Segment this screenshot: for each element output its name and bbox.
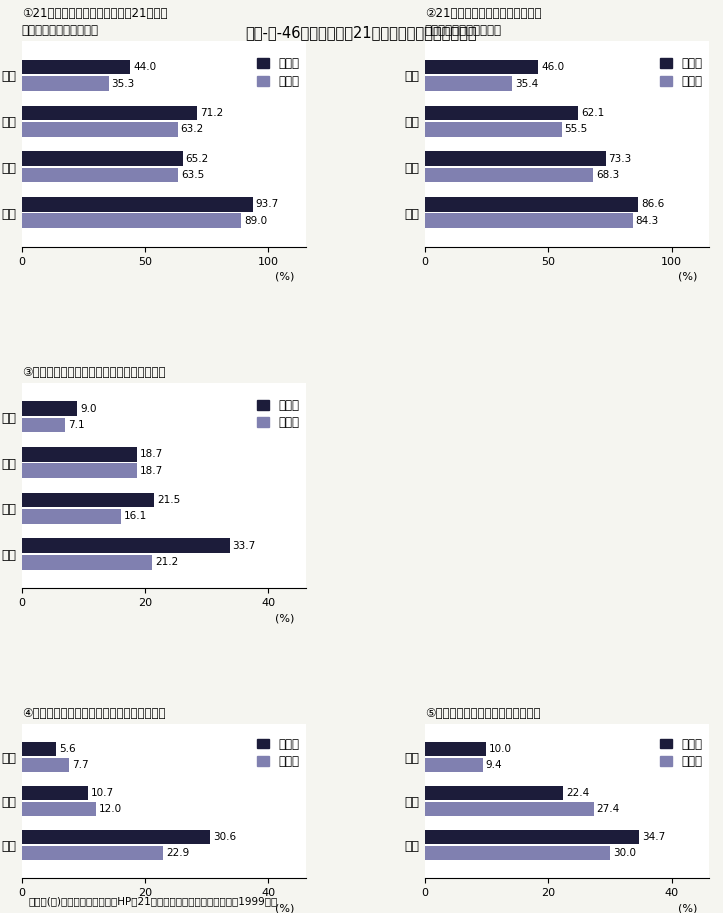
- Bar: [424, 846, 609, 860]
- Bar: [22, 802, 95, 816]
- Text: (%): (%): [275, 903, 295, 913]
- Text: (%): (%): [678, 272, 698, 282]
- Text: 18.7: 18.7: [140, 466, 163, 476]
- Text: 22.9: 22.9: [166, 848, 189, 858]
- Text: 30.0: 30.0: [612, 848, 636, 858]
- Text: 71.2: 71.2: [200, 108, 223, 118]
- Bar: [22, 493, 154, 508]
- Bar: [22, 77, 108, 91]
- Text: 93.7: 93.7: [256, 199, 279, 209]
- Bar: [22, 106, 197, 121]
- Legend: 中学生, 高校生: 中学生, 高校生: [660, 58, 703, 88]
- Bar: [22, 555, 153, 570]
- Text: (%): (%): [275, 272, 295, 282]
- Text: 63.5: 63.5: [181, 170, 205, 180]
- Text: ③人生目標　科学の分野で新しい発見をする: ③人生目標 科学の分野で新しい発見をする: [22, 365, 165, 379]
- Text: 63.2: 63.2: [181, 124, 204, 134]
- Bar: [424, 742, 487, 756]
- Bar: [22, 758, 69, 772]
- Legend: 中学生, 高校生: 中学生, 高校生: [257, 58, 299, 88]
- Text: 30.6: 30.6: [213, 833, 236, 843]
- Text: 7.7: 7.7: [72, 760, 89, 770]
- Bar: [22, 509, 121, 524]
- Bar: [424, 106, 578, 121]
- Text: ⑤将来就きたい職業　先端的技術者: ⑤将来就きたい職業 先端的技術者: [424, 707, 540, 720]
- Bar: [22, 214, 241, 228]
- Text: 21.2: 21.2: [155, 557, 179, 567]
- Bar: [22, 402, 77, 416]
- Text: 86.6: 86.6: [641, 199, 664, 209]
- Text: 9.4: 9.4: [486, 760, 502, 770]
- Legend: 中学生, 高校生: 中学生, 高校生: [660, 738, 703, 769]
- Text: 73.3: 73.3: [609, 153, 632, 163]
- Bar: [424, 168, 594, 183]
- Bar: [424, 214, 633, 228]
- Text: ①21世紀の社会　人類にとって21世紀は
　希望のある社会になる: ①21世紀の社会 人類にとって21世紀は 希望のある社会になる: [22, 7, 167, 37]
- Text: 9.0: 9.0: [80, 404, 97, 414]
- Bar: [424, 152, 606, 166]
- Text: 7.1: 7.1: [69, 420, 85, 430]
- Bar: [22, 539, 230, 553]
- Bar: [22, 786, 87, 801]
- Text: 27.4: 27.4: [596, 804, 620, 814]
- Text: 16.1: 16.1: [124, 511, 147, 521]
- Bar: [22, 418, 66, 433]
- Text: 68.3: 68.3: [596, 170, 620, 180]
- Bar: [424, 77, 512, 91]
- Text: 22.4: 22.4: [566, 788, 589, 798]
- Text: 第１-２-46図　中高生の21世紀の夢に関する国際比較: 第１-２-46図 中高生の21世紀の夢に関する国際比較: [246, 26, 477, 40]
- Bar: [22, 152, 183, 166]
- Bar: [424, 60, 538, 75]
- Text: ②21世紀の社会　科学の進歩で、
　人間はより幸福になる: ②21世紀の社会 科学の進歩で、 人間はより幸福になる: [424, 7, 542, 37]
- Text: 12.0: 12.0: [98, 804, 121, 814]
- Bar: [424, 122, 562, 137]
- Bar: [22, 168, 179, 183]
- Bar: [22, 447, 137, 462]
- Text: (%): (%): [275, 614, 295, 624]
- Text: 55.5: 55.5: [565, 124, 588, 134]
- Text: 10.0: 10.0: [489, 744, 513, 754]
- Text: 34.7: 34.7: [641, 833, 665, 843]
- Text: 18.7: 18.7: [140, 449, 163, 459]
- Bar: [22, 197, 253, 212]
- Text: 84.3: 84.3: [636, 215, 659, 226]
- Bar: [22, 464, 137, 478]
- Bar: [424, 802, 594, 816]
- Bar: [22, 122, 178, 137]
- Bar: [22, 830, 210, 845]
- Legend: 中学生, 高校生: 中学生, 高校生: [257, 399, 299, 429]
- Text: 21.5: 21.5: [157, 495, 181, 505]
- Bar: [424, 830, 639, 845]
- Text: 35.3: 35.3: [111, 79, 135, 89]
- Text: 資料：(財)日本青少年研究所　HP「21世紀の夢に関する調査報告書（1999）」: 資料：(財)日本青少年研究所 HP「21世紀の夢に関する調査報告書（1999）」: [29, 896, 278, 906]
- Bar: [22, 60, 130, 75]
- Text: 10.7: 10.7: [90, 788, 114, 798]
- Text: 5.6: 5.6: [59, 744, 76, 754]
- Bar: [424, 758, 483, 772]
- Legend: 中学生, 高校生: 中学生, 高校生: [257, 738, 299, 769]
- Bar: [22, 846, 163, 860]
- Bar: [424, 786, 563, 801]
- Bar: [424, 197, 638, 212]
- Text: 62.1: 62.1: [581, 108, 604, 118]
- Text: 65.2: 65.2: [185, 153, 209, 163]
- Text: 46.0: 46.0: [541, 62, 564, 72]
- Text: 89.0: 89.0: [244, 215, 268, 226]
- Bar: [22, 742, 56, 756]
- Text: 44.0: 44.0: [133, 62, 156, 72]
- Text: 35.4: 35.4: [515, 79, 538, 89]
- Text: ④将来就きたい職業　学者（大学教授など）: ④将来就きたい職業 学者（大学教授など）: [22, 707, 165, 720]
- Text: 33.7: 33.7: [233, 540, 256, 551]
- Text: (%): (%): [678, 903, 698, 913]
